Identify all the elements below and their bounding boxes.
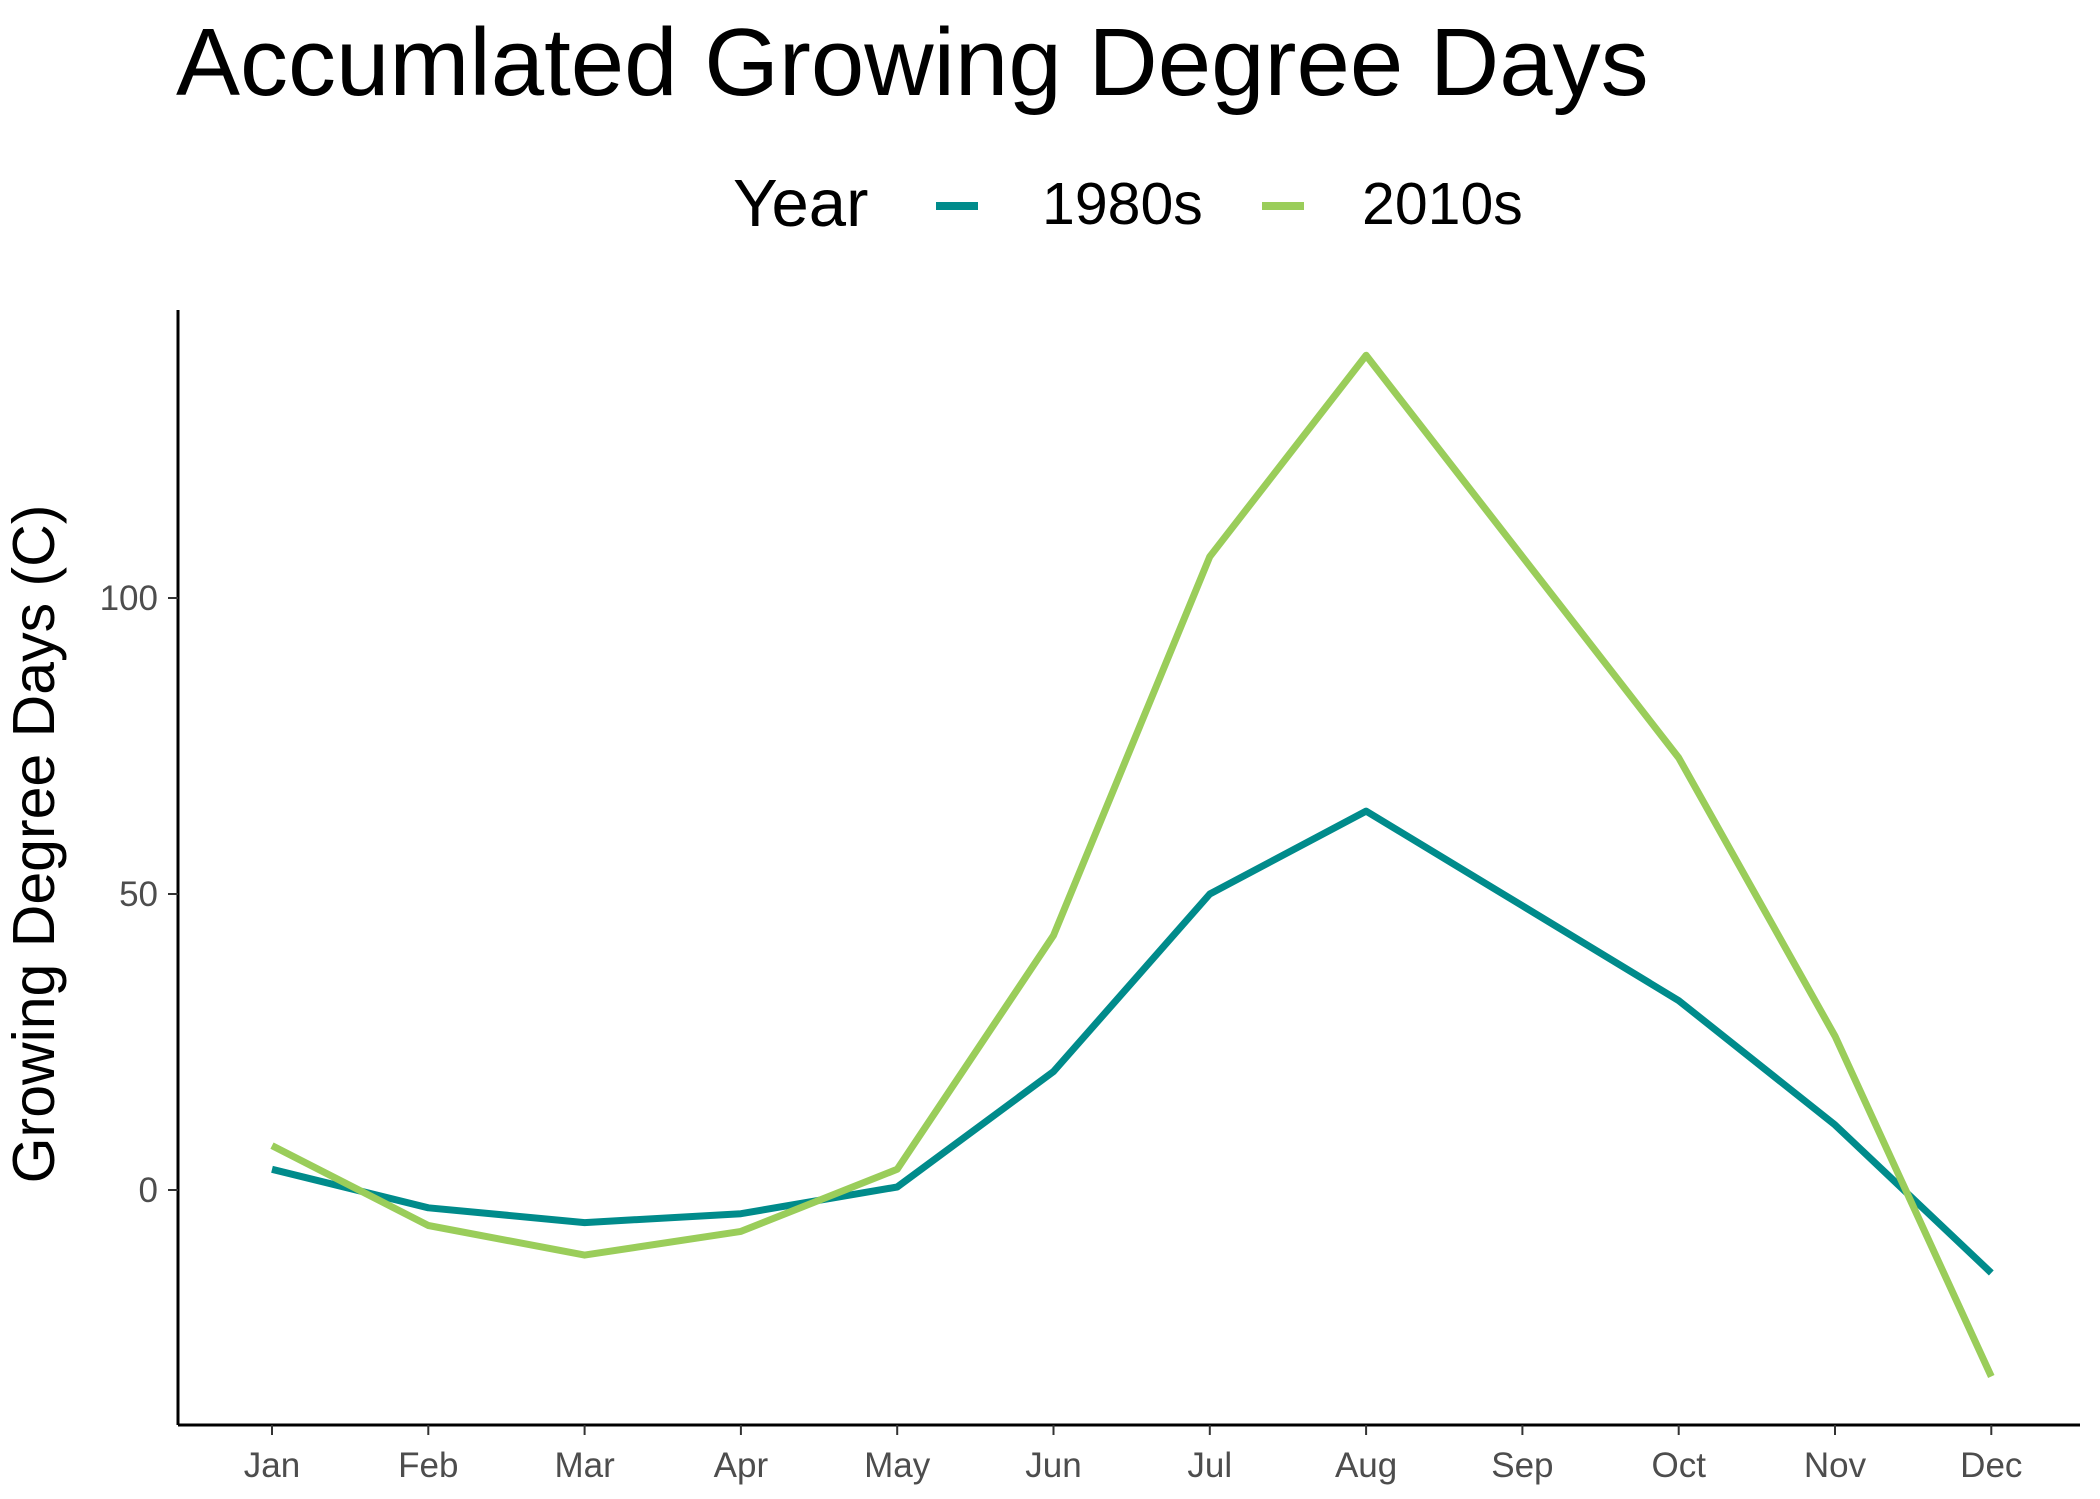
x-tick-label: May <box>864 1446 931 1485</box>
legend: Year 1980s 2010s <box>0 164 2100 244</box>
x-tick-label: Mar <box>554 1446 615 1485</box>
x-tick-label: Jun <box>1025 1446 1081 1485</box>
chart-title: Accumlated Growing Degree Days <box>176 9 1649 116</box>
legend-label-2010s: 2010s <box>1362 171 1523 237</box>
legend-key-2010s <box>1262 202 1304 210</box>
x-tick-label: Feb <box>398 1446 458 1485</box>
x-tick-label: Jul <box>1187 1446 1232 1485</box>
series-line-1980s <box>271 807 1994 1276</box>
x-tick-label: Dec <box>1960 1446 2022 1485</box>
y-tick-label: 0 <box>139 1171 158 1210</box>
y-tick-label: 50 <box>119 875 158 914</box>
legend-label-1980s: 1980s <box>1042 171 1203 237</box>
y-tick-label: 100 <box>100 579 158 618</box>
legend-title: Year <box>733 166 869 241</box>
x-tick-label: Aug <box>1335 1446 1397 1485</box>
series-layer <box>270 351 1995 1378</box>
series-line-2010s <box>270 351 1995 1378</box>
axes: 0 50 100 Jan Feb Mar Apr May Jun Jul Aug Sep Oct Nov D… <box>100 310 2080 1485</box>
x-tick-label: Jan <box>244 1446 300 1485</box>
x-tick-label: Apr <box>714 1446 769 1485</box>
legend-key-1980s <box>936 202 978 210</box>
x-tick-label: Oct <box>1651 1446 1706 1485</box>
x-tick-label: Nov <box>1804 1446 1867 1485</box>
x-tick-label: Sep <box>1491 1446 1553 1485</box>
y-axis-title: Growing Degree Days (C) <box>1 505 67 1184</box>
